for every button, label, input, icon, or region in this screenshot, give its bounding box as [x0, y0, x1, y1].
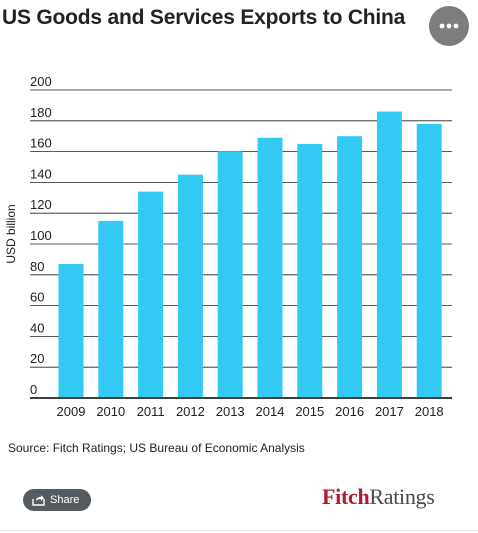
source-note: Source: Fitch Ratings; US Bureau of Econ…	[8, 441, 305, 455]
more-options-button[interactable]	[429, 6, 469, 46]
bar-2016	[337, 136, 363, 398]
x-tick-label: 2016	[335, 404, 364, 419]
y-tick-label: 100	[30, 228, 52, 243]
bottom-divider	[0, 530, 478, 531]
bar-2010	[98, 220, 124, 398]
y-tick-label: 60	[30, 290, 44, 305]
y-tick-label: 0	[30, 382, 37, 397]
fitch-ratings-logo: FitchRatings	[322, 484, 435, 510]
y-tick-label: 140	[30, 166, 52, 181]
y-tick-label: 160	[30, 136, 52, 151]
y-axis-label: USD billion	[4, 204, 18, 263]
x-tick-label: 2017	[375, 404, 404, 419]
share-button[interactable]: Share	[23, 489, 91, 511]
bar-2018	[416, 123, 442, 398]
y-tick-labels: 0 20 40 60 80 100 120 140 160 180 200	[30, 74, 52, 397]
x-tick-labels: 2009 2010 2011 2012 2013 2014 2015 2016 2017 2018	[57, 404, 444, 419]
x-tick-label: 2015	[295, 404, 324, 419]
x-tick-label: 2011	[137, 404, 165, 419]
share-label: Share	[50, 494, 80, 506]
y-tick-label: 20	[30, 351, 44, 366]
x-tick-label: 2009	[57, 404, 86, 419]
bar-2013	[217, 151, 243, 398]
logo-part-ratings: Ratings	[369, 484, 435, 509]
x-tick-label: 2014	[256, 404, 285, 419]
bar-2009	[58, 264, 84, 398]
bar-2012	[177, 174, 203, 398]
bar-2011	[138, 191, 164, 398]
bar-2014	[257, 137, 283, 398]
y-tick-label: 120	[30, 197, 52, 212]
chart-area: 0 20 40 60 80 100 120 140 160 180 200 2009 2010 2011…	[0, 60, 478, 430]
y-tick-label: 180	[30, 105, 52, 120]
y-tick-label: 80	[30, 259, 44, 274]
x-tick-label: 2012	[176, 404, 205, 419]
bars	[30, 111, 452, 399]
bar-2015	[297, 143, 323, 398]
bar-2017	[376, 111, 402, 398]
chart-title: US Goods and Services Exports to China	[2, 6, 406, 29]
bar-chart: 0 20 40 60 80 100 120 140 160 180 200 2009 2010 2011…	[4, 74, 452, 419]
logo-part-fitch: Fitch	[322, 484, 370, 509]
y-tick-label: 40	[30, 320, 44, 335]
more-dots-icon	[439, 23, 459, 29]
x-tick-label: 2013	[216, 404, 245, 419]
x-tick-label: 2018	[415, 404, 444, 419]
share-arrow-icon	[32, 495, 45, 506]
x-tick-label: 2010	[96, 404, 125, 419]
y-tick-label: 200	[30, 74, 52, 89]
